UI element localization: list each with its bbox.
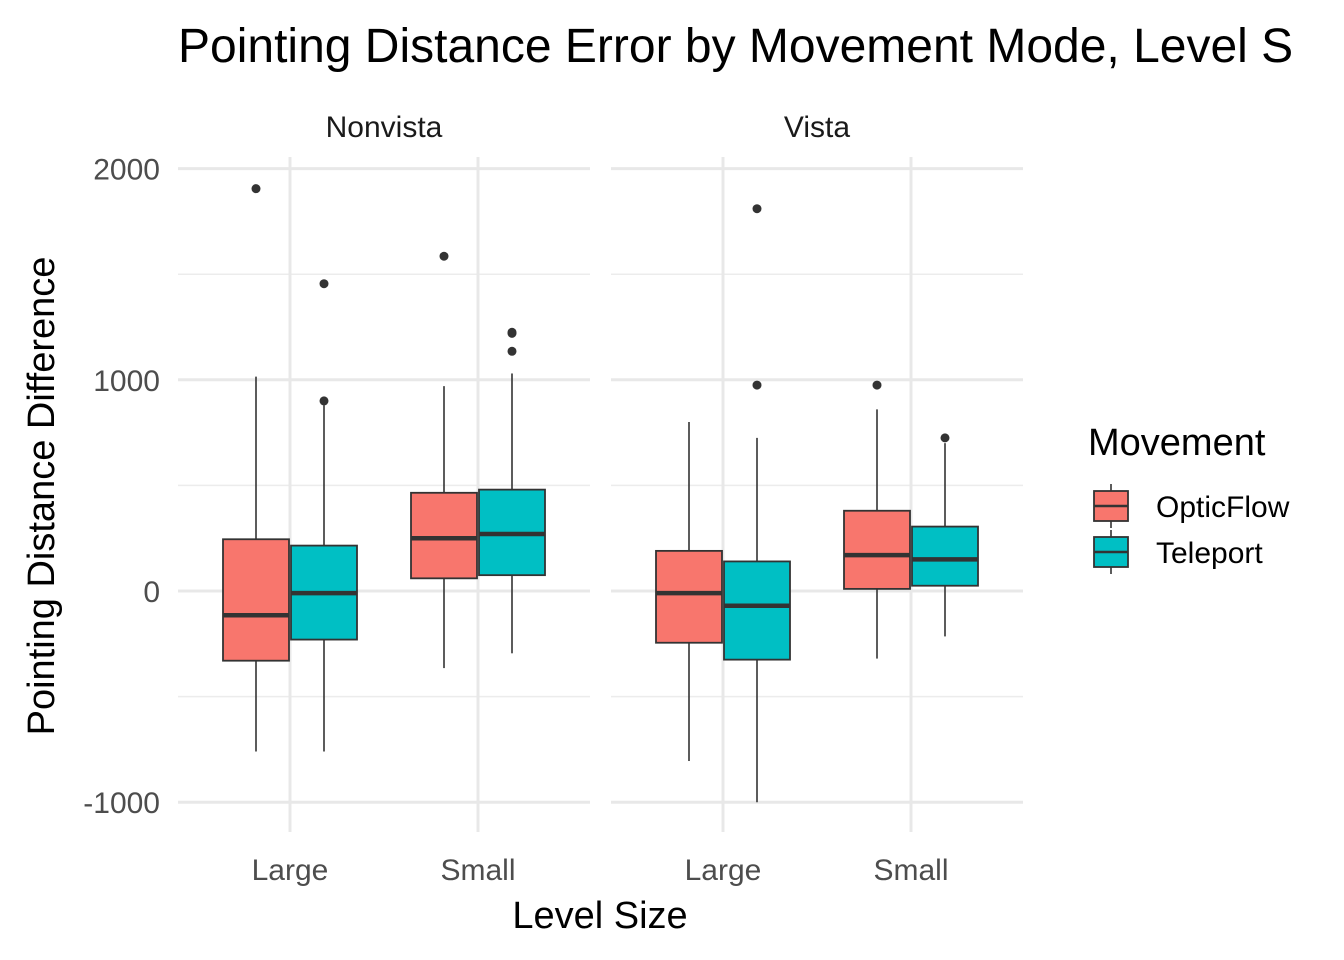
x-tick-label: Large (252, 854, 329, 887)
box-nonvista-large-opticflow (222, 184, 290, 752)
x-tick-label: Small (873, 854, 948, 887)
box-nonvista-small-opticflow (410, 251, 478, 669)
box-layer (222, 184, 979, 803)
grid-layer (178, 157, 1023, 832)
x-axis-title: Level Size (512, 895, 687, 937)
outlier-point (940, 433, 950, 443)
iqr-box (911, 525, 979, 587)
box-nonvista-small-teleport (478, 327, 546, 654)
iqr-box (410, 491, 478, 580)
legend-label: OpticFlow (1156, 491, 1290, 524)
box-vista-large-teleport (723, 204, 791, 803)
outlier-point (251, 184, 261, 194)
x-tick-label: Small (440, 854, 515, 887)
y-tick-label: 0 (143, 576, 160, 609)
facet-strips: Nonvista Vista (326, 111, 851, 144)
outlier-point (752, 380, 762, 390)
x-tick-label: Large (685, 854, 762, 887)
box-vista-small-teleport (911, 433, 979, 637)
chart-title: Pointing Distance Error by Movement Mode… (178, 20, 1293, 73)
legend-item-opticflow: OpticFlow (1093, 484, 1290, 528)
y-axis-title: Pointing Distance Difference (21, 257, 63, 736)
legend-label: Teleport (1156, 537, 1263, 570)
facet-label-nonvista: Nonvista (326, 111, 443, 144)
outlier-point (752, 204, 762, 214)
iqr-box (723, 560, 791, 661)
outlier-point (872, 380, 882, 390)
outlier-point (319, 279, 329, 289)
facet-label-vista: Vista (784, 111, 850, 144)
outlier-point (319, 396, 329, 406)
y-tick-label: 2000 (93, 154, 160, 187)
legend-title: Movement (1088, 422, 1266, 464)
legend-entries: OpticFlow Teleport (1093, 484, 1290, 574)
y-axis-ticks: -1000 0 1000 2000 (83, 154, 160, 821)
iqr-box (655, 549, 723, 644)
legend: Movement OpticFlow Teleport (1088, 422, 1290, 574)
iqr-box (843, 509, 911, 590)
outlier-point (507, 346, 517, 356)
box-vista-small-opticflow (843, 380, 911, 659)
x-axis-ticks: Large Small Large Small (252, 854, 949, 887)
outlier-point (507, 327, 517, 337)
y-tick-label: 1000 (93, 365, 160, 398)
y-tick-label: -1000 (83, 787, 160, 820)
box-nonvista-large-teleport (290, 279, 358, 752)
legend-item-teleport: Teleport (1093, 530, 1263, 574)
outlier-point (439, 251, 449, 261)
iqr-box (222, 538, 290, 662)
box-vista-large-opticflow (655, 422, 723, 762)
